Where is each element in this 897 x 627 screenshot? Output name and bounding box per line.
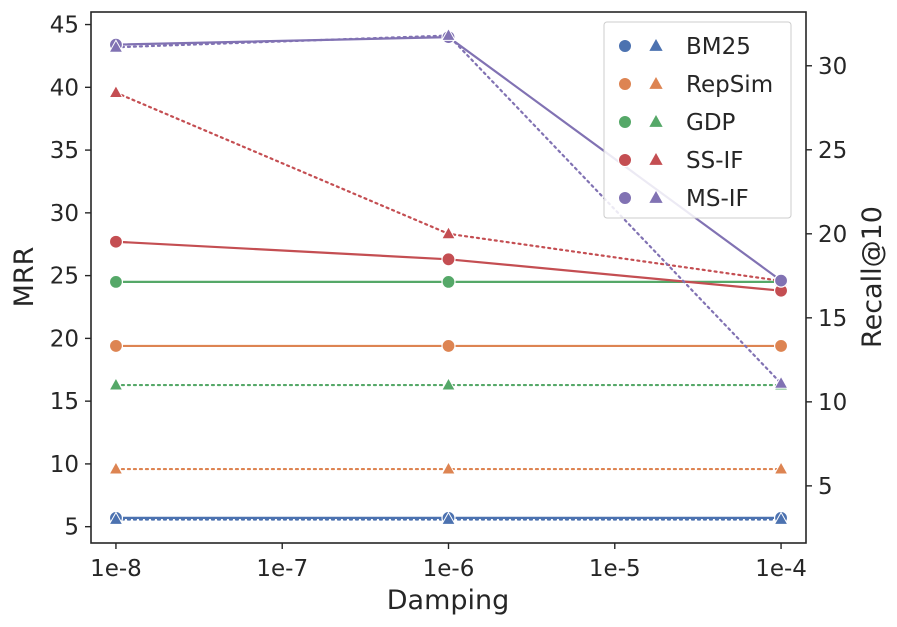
x-axis-label: Damping — [387, 585, 510, 616]
legend-triangle-gdp — [649, 115, 663, 127]
data-marks — [108, 27, 789, 525]
ss-if-mrr-point — [441, 252, 456, 267]
legend: BM25 RepSim GDP SS-IF MS-IF — [603, 21, 792, 219]
legend-triangle-repsim — [649, 77, 663, 89]
y-right-tick-label: 15 — [818, 306, 847, 332]
ss-if-mrr-point — [108, 234, 124, 249]
ms-if-recall-point — [773, 375, 789, 389]
repsim-mrr-point — [441, 338, 456, 354]
y-left-tick-label: 10 — [50, 452, 79, 478]
y-right-tick-label: 20 — [818, 222, 847, 248]
y-left-tick-label: 30 — [50, 201, 79, 227]
y-left-tick-label: 45 — [50, 13, 79, 39]
series-bm25 — [108, 510, 789, 525]
gdp-recall-point — [440, 377, 457, 391]
y-right-tick-label: 10 — [818, 390, 847, 416]
x-tick-label: 1e-4 — [755, 556, 807, 582]
repsim-recall-point — [440, 461, 457, 475]
repsim-recall-point — [773, 461, 789, 475]
legend-circle-bm25 — [618, 39, 632, 53]
repsim-mrr-point — [773, 338, 789, 354]
y-left-tick-label: 5 — [64, 515, 79, 541]
ms-if-recall-point — [440, 27, 457, 41]
legend-label-ss-if: SS-IF — [686, 148, 744, 174]
axis-ticks: 1e-8 1e-7 1e-6 1e-5 1e-4 5 10 15 20 25 30 35 40 45 5 10… — [50, 13, 848, 582]
legend-circle-gdp — [618, 115, 632, 129]
y-left-tick-label: 35 — [50, 138, 79, 164]
x-tick-label: 1e-5 — [589, 556, 641, 582]
gdp-recall-point — [108, 377, 124, 391]
bm25-recall-point — [108, 511, 124, 525]
x-tick-label: 1e-6 — [423, 556, 475, 582]
legend-triangle-bm25 — [649, 39, 663, 51]
bm25-recall-point — [773, 511, 789, 525]
gdp-mrr-point — [108, 274, 124, 289]
ms-if-mrr-point — [773, 273, 789, 288]
gdp-mrr-point — [441, 274, 456, 289]
legend-label-repsim: RepSim — [686, 72, 773, 98]
y-right-tick-label: 5 — [818, 474, 833, 500]
legend-triangle-ms-if — [649, 191, 663, 203]
y-axis-label-left: MRR — [9, 247, 40, 308]
ss-if-recall-point — [440, 225, 457, 240]
y-axis-label-right: Recall@10 — [857, 206, 888, 348]
y-right-tick-label: 25 — [818, 138, 847, 164]
x-tick-label: 1e-7 — [256, 556, 308, 582]
legend-circle-ms-if — [618, 191, 632, 205]
legend-triangle-ss-if — [649, 153, 663, 165]
ms-if-recall-point — [108, 39, 124, 53]
y-left-tick-label: 25 — [50, 264, 79, 290]
legend-label-gdp: GDP — [686, 110, 736, 136]
y-left-tick-label: 40 — [50, 75, 79, 101]
legend-frame — [603, 21, 792, 219]
y-right-tick-label: 30 — [818, 54, 847, 80]
x-tick-label: 1e-8 — [90, 556, 142, 582]
legend-items: BM25 RepSim GDP SS-IF MS-IF — [618, 34, 773, 212]
ss-if-recall-point — [108, 84, 124, 99]
y-left-tick-label: 15 — [50, 389, 79, 415]
legend-label-bm25: BM25 — [686, 34, 751, 60]
repsim-mrr-point — [108, 338, 124, 354]
bm25-recall-point — [440, 511, 457, 525]
legend-circle-ss-if — [618, 153, 632, 167]
series-repsim — [108, 338, 789, 475]
repsim-recall-point — [108, 461, 124, 475]
legend-label-ms-if: MS-IF — [686, 186, 749, 212]
legend-circle-repsim — [618, 77, 632, 91]
y-left-tick-label: 20 — [50, 326, 79, 352]
